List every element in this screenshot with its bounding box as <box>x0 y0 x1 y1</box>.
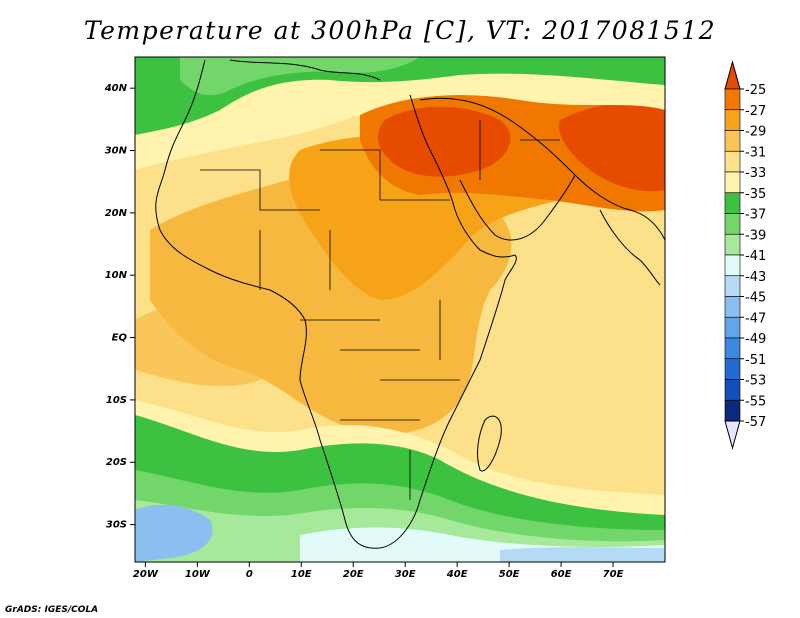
red-sea-coast <box>459 174 576 241</box>
arabia-coastline <box>419 97 665 241</box>
colorbar-label: -33 <box>745 166 766 181</box>
lon-tick-label: 30E <box>395 569 416 580</box>
colorbar-segment <box>724 254 741 277</box>
colorbar-segment <box>724 379 741 401</box>
lat-tick-label: 30S <box>106 520 127 531</box>
colorbar-segment <box>724 296 741 318</box>
colorbar-label: -39 <box>745 228 766 243</box>
lon-tick-label: 70E <box>603 569 624 580</box>
lat-tick-label: 10S <box>106 395 127 406</box>
colorbar-segment <box>724 150 741 173</box>
grads-credit: GrADS: IGES/COLA <box>5 605 99 615</box>
colorbar-segment <box>724 233 741 256</box>
colorbar-bottom-arrow <box>724 420 741 450</box>
mediterranean-coast <box>229 59 381 81</box>
plot-frame <box>134 56 666 563</box>
colorbar-label: -57 <box>745 415 766 430</box>
colorbar-label: -27 <box>745 104 766 119</box>
map-title: Temperature at 300hPa [C], VT: 201708151… <box>83 16 717 45</box>
longitude-ticks: 20W 10W 0 10E 20E 30E 40E 50E 60E 70E <box>133 562 624 580</box>
field-band-35-north <box>135 73 665 170</box>
field-band-47 <box>135 504 213 562</box>
madagascar-coastline <box>477 415 502 472</box>
lon-tick-label: 0 <box>246 569 253 580</box>
africa-coastline <box>155 59 517 549</box>
colorbar-segment <box>724 275 741 297</box>
colorbar-label: -53 <box>745 374 766 389</box>
colorbar-label: -45 <box>745 291 766 306</box>
field-band-45 <box>500 547 665 562</box>
colorbar-segment <box>724 316 741 339</box>
colorbar-top-arrow <box>724 60 741 90</box>
colorbar-label: -43 <box>745 270 766 285</box>
lon-tick-label: 20E <box>343 569 364 580</box>
colorbar-segment <box>724 192 741 214</box>
temperature-field <box>135 57 665 562</box>
lon-tick-label: 50E <box>499 569 520 580</box>
colorbar-label: -49 <box>745 332 766 347</box>
lon-tick-label: 10W <box>185 569 211 580</box>
lat-tick-label: 10N <box>105 270 128 281</box>
lat-tick-label: 20N <box>105 208 128 219</box>
coastlines <box>155 59 665 549</box>
colorbar-segment <box>724 109 741 131</box>
lon-tick-label: 40E <box>446 569 468 580</box>
colorbar-segment <box>724 358 741 380</box>
latitude-ticks: 40N 30N 20N 10N EQ 10S 20S 30S <box>104 83 135 531</box>
lon-tick-label: 20W <box>133 569 159 580</box>
colorbar-label: -51 <box>745 353 766 368</box>
colorbar-label: -41 <box>745 249 766 264</box>
colorbar-segment <box>724 213 741 235</box>
lon-tick-label: 10E <box>291 569 312 580</box>
colorbar-label: -37 <box>745 208 766 223</box>
colorbar-label: -31 <box>745 145 766 160</box>
field-band-39-north <box>180 57 420 96</box>
lat-tick-label: EQ <box>112 333 128 344</box>
colorbar: -25 -27 -29 -31 -33 -35 -37 -39 -41 -43 -45 -47 -49 -… <box>724 60 766 450</box>
lon-tick-label: 60E <box>551 569 572 580</box>
lat-tick-label: 30N <box>105 146 128 157</box>
lat-tick-label: 20S <box>106 457 127 468</box>
colorbar-label: -47 <box>745 311 766 326</box>
colorbar-segment <box>724 399 741 422</box>
colorbar-label: -29 <box>745 125 766 140</box>
colorbar-label: -55 <box>745 394 766 409</box>
field-band-25-asia <box>559 103 665 192</box>
field-band-25-arabia <box>378 106 511 177</box>
colorbar-label: -35 <box>745 187 766 202</box>
colorbar-segment <box>724 171 741 194</box>
colorbar-segment <box>724 130 741 152</box>
india-coastline <box>599 209 661 286</box>
colorbar-segment <box>724 88 741 111</box>
country-borders <box>200 120 560 500</box>
colorbar-segment <box>724 337 741 360</box>
colorbar-label: -25 <box>745 83 766 98</box>
lat-tick-label: 40N <box>104 83 128 94</box>
